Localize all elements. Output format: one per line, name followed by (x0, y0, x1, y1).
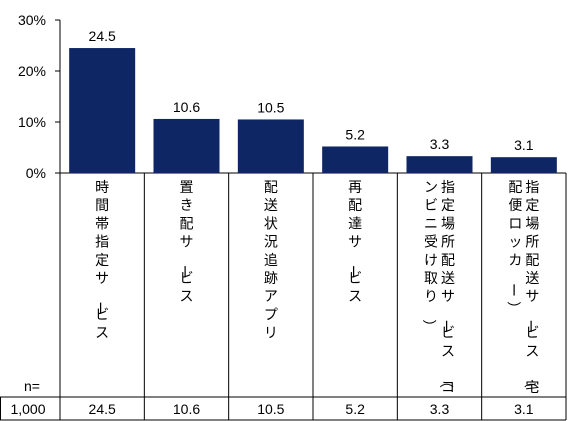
bar (322, 146, 389, 173)
data-label: 3.1 (514, 137, 534, 153)
y-tick-label: 10% (18, 114, 46, 130)
n-value: 1,000 (10, 401, 45, 417)
category-label: 配送状況追跡アプリ (264, 179, 278, 341)
bar (490, 157, 557, 173)
bar (153, 118, 220, 173)
bar (69, 48, 136, 173)
y-tick-label: 20% (18, 63, 46, 79)
data-label: 10.6 (173, 99, 200, 115)
category-label: 指定場所配送サービス（コンビニ受け取り） (421, 179, 455, 395)
table-cell-value: 5.2 (345, 401, 365, 417)
table-cell-value: 3.3 (430, 401, 450, 417)
table-cell-value: 10.6 (173, 401, 200, 417)
bars-layer (69, 48, 557, 173)
data-label: 3.3 (430, 136, 450, 152)
axis-layer: 0% 10% 20% 30% (0, 12, 567, 421)
data-label: 24.5 (89, 28, 116, 44)
category-label: 指定場所配送サービス（宅配便ロッカー） (505, 179, 539, 395)
data-labels-layer: 24.5 10.6 10.5 5.2 3.3 3.1 (89, 28, 534, 153)
table-cell-value: 10.5 (257, 401, 284, 417)
table-cell-value: 24.5 (89, 401, 116, 417)
category-label: 置き配サービス (177, 179, 194, 304)
n-label: n= (24, 378, 40, 394)
y-tick-label: 0% (26, 165, 46, 181)
data-label: 10.5 (257, 99, 284, 115)
category-label: 時間帯指定サービス (92, 179, 109, 341)
y-tick-label: 30% (18, 12, 46, 28)
bar (406, 156, 473, 173)
bar (237, 119, 304, 173)
table-cell-value: 3.1 (514, 401, 534, 417)
category-label: 再配達サービス (345, 179, 362, 304)
data-table: n= 1,000 24.5 10.6 10.5 5.2 3.3 3.1 (10, 378, 533, 417)
category-labels-layer: 時間帯指定サービス 置き配サービス 配送状況追跡アプリ 再配達サービス 指定場所配送サー… (92, 179, 539, 395)
data-label: 5.2 (345, 126, 365, 142)
